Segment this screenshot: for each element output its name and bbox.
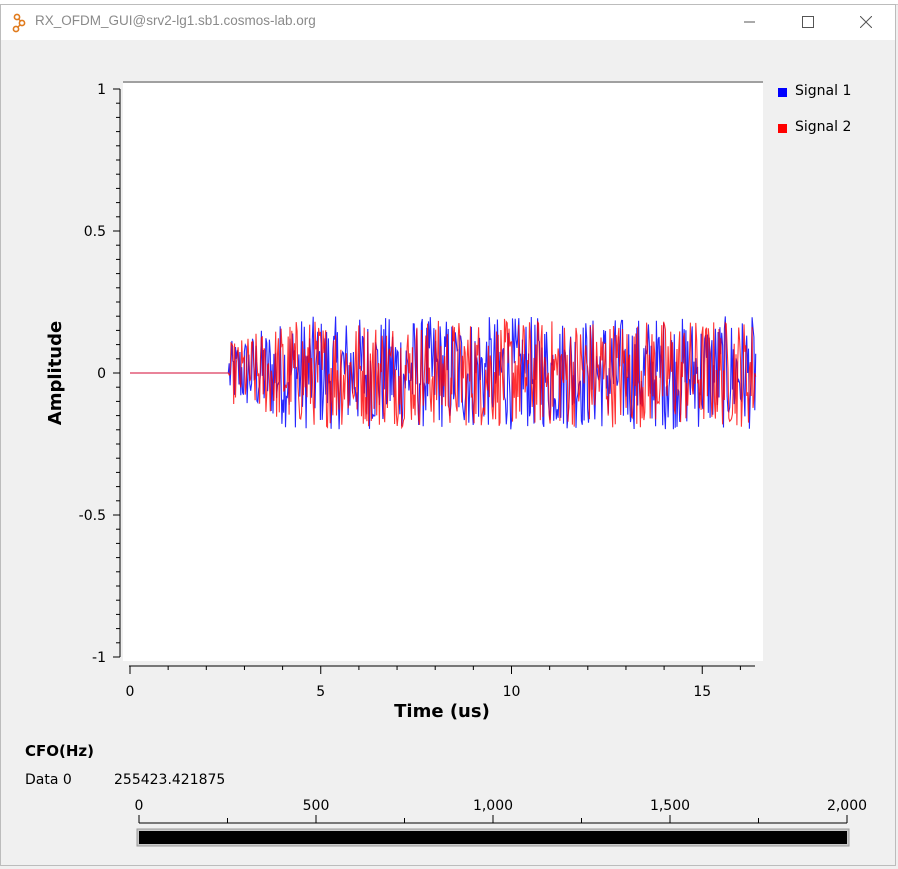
maximize-icon bbox=[802, 16, 814, 28]
window-title: RX_OFDM_GUI@srv2-lg1.sb1.cosmos-lab.org bbox=[35, 13, 316, 28]
gauge-tick-label: 1,000 bbox=[473, 798, 513, 814]
y-axis-label: Amplitude bbox=[45, 321, 66, 425]
y-tick-label: -0.5 bbox=[79, 508, 106, 524]
legend-label-signal-1: Signal 1 bbox=[795, 83, 852, 99]
y-axis: 1 0.5 0 -0.5 -1 bbox=[79, 82, 121, 666]
cfo-title: CFO(Hz) bbox=[25, 742, 95, 760]
time-sink-plot[interactable]: 1 0.5 0 -0.5 -1 0 5 10 15 Amplitude Time (us) bbox=[1, 40, 897, 730]
gauge-tick-label: 1,500 bbox=[650, 798, 690, 814]
x-tick-label: 5 bbox=[316, 684, 325, 700]
minimize-button[interactable] bbox=[727, 5, 773, 40]
legend-label-signal-2: Signal 2 bbox=[795, 119, 852, 135]
y-tick-label: 1 bbox=[97, 82, 106, 98]
x-tick-label: 0 bbox=[126, 684, 135, 700]
maximize-button[interactable] bbox=[785, 5, 831, 40]
y-tick-label: 0 bbox=[97, 366, 106, 382]
time-domain-chart[interactable]: 1 0.5 0 -0.5 -1 0 5 10 15 Amplitude Time (us) bbox=[1, 40, 897, 730]
gnuradio-app-icon bbox=[11, 13, 29, 33]
app-window: RX_OFDM_GUI@srv2-lg1.sb1.cosmos-lab.org … bbox=[0, 4, 896, 866]
x-tick-label: 15 bbox=[693, 684, 711, 700]
close-button[interactable] bbox=[843, 5, 889, 40]
title-bar[interactable]: RX_OFDM_GUI@srv2-lg1.sb1.cosmos-lab.org bbox=[1, 5, 895, 40]
gauge-tick-label: 500 bbox=[303, 798, 330, 814]
cfo-gauge-svg: 0 500 1,000 1,500 2,000 bbox=[135, 798, 867, 847]
cfo-row-label: Data 0 bbox=[25, 772, 72, 788]
minimize-icon bbox=[744, 21, 755, 23]
x-tick-label: 10 bbox=[503, 684, 521, 700]
gauge-fill-bar bbox=[139, 831, 847, 844]
x-axis: 0 5 10 15 bbox=[126, 665, 755, 700]
legend-swatch-signal-2 bbox=[778, 124, 787, 133]
gauge-tick-label: 0 bbox=[135, 798, 144, 814]
series-layer bbox=[130, 316, 757, 430]
y-tick-label: -1 bbox=[92, 650, 106, 666]
series-line-2 bbox=[130, 318, 757, 430]
legend-swatch-signal-1 bbox=[778, 88, 787, 97]
gauge-tick-label: 2,000 bbox=[827, 798, 867, 814]
x-axis-label: Time (us) bbox=[394, 701, 490, 722]
y-tick-label: 0.5 bbox=[84, 224, 106, 240]
close-icon bbox=[860, 16, 872, 28]
cfo-gauge: 0 500 1,000 1,500 2,000 bbox=[1, 790, 897, 860]
cfo-value: 255423.421875 bbox=[114, 772, 226, 788]
